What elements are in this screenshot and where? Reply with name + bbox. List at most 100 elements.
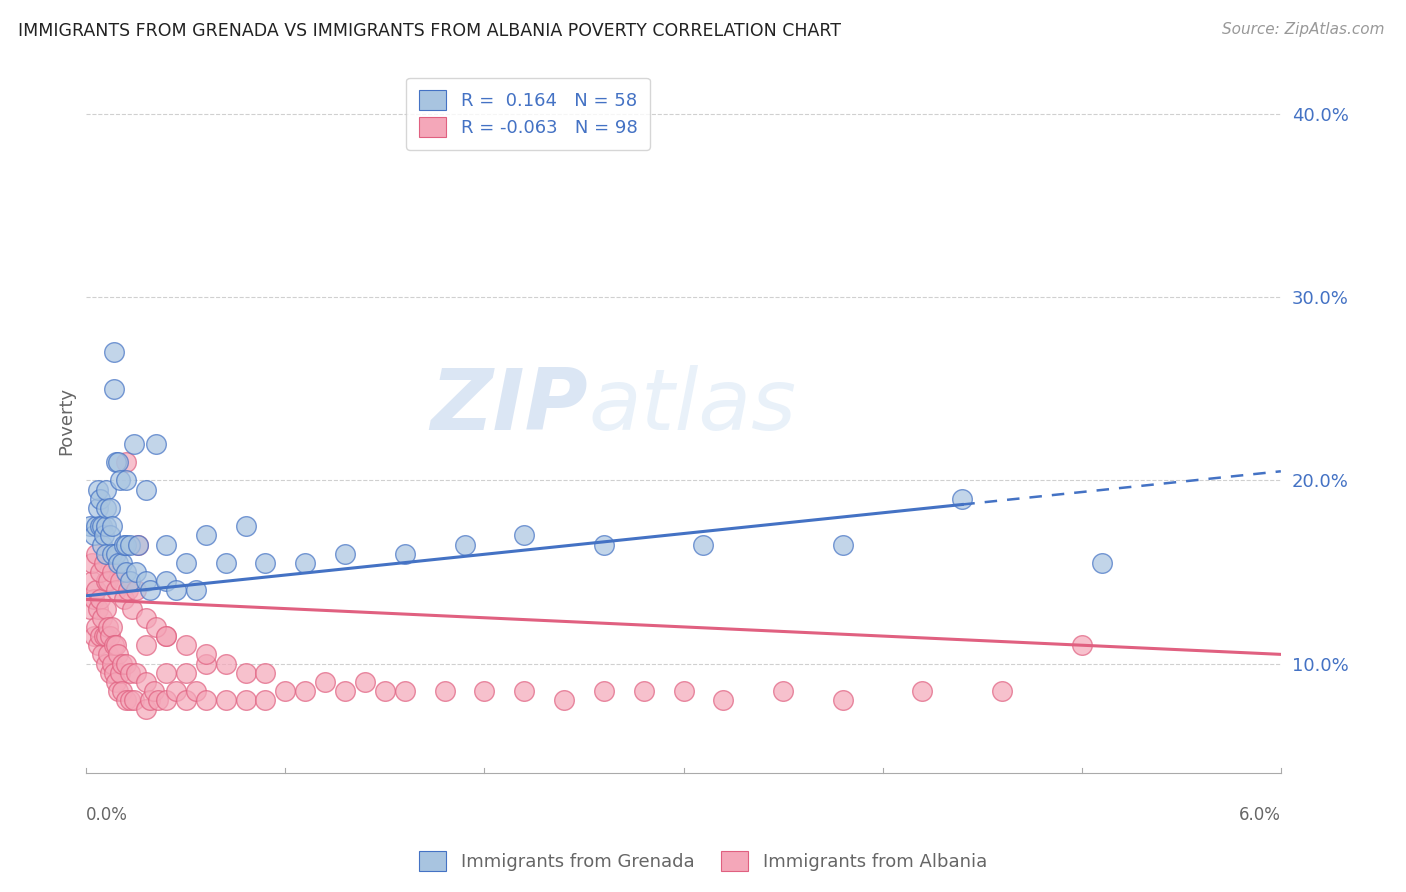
Point (98, 528, 121, 542)
Point (194, 693, 217, 707)
Point (111, 657, 134, 671)
Point (87, 638, 110, 652)
Text: 0.0%: 0.0% (86, 806, 128, 824)
Point (103, 638, 125, 652)
Point (333, 684, 356, 698)
Point (112, 592, 135, 607)
Point (433, 684, 456, 698)
Point (98, 629, 121, 643)
Point (174, 665, 197, 680)
Point (513, 684, 536, 698)
Point (165, 583, 187, 598)
Point (135, 638, 157, 652)
Point (772, 684, 794, 698)
Text: Source: ZipAtlas.com: Source: ZipAtlas.com (1222, 22, 1385, 37)
Point (93, 629, 115, 643)
Point (115, 455, 138, 469)
Point (96, 483, 118, 497)
Point (394, 684, 416, 698)
Point (97, 574, 120, 588)
Point (105, 455, 128, 469)
Point (254, 556, 277, 570)
Point (96, 629, 118, 643)
Point (89, 629, 111, 643)
Point (91, 648, 114, 662)
Point (174, 693, 197, 707)
Point (96, 500, 118, 515)
Point (115, 474, 138, 488)
Point (254, 693, 277, 707)
Point (235, 665, 257, 680)
Point (103, 345, 125, 359)
Point (83, 592, 105, 607)
Point (174, 556, 197, 570)
Text: ZIP: ZIP (430, 366, 588, 449)
Point (101, 547, 124, 561)
Point (155, 629, 177, 643)
Point (89, 565, 111, 579)
Point (83, 629, 105, 643)
Point (108, 665, 131, 680)
Point (115, 693, 138, 707)
Point (122, 437, 145, 451)
Point (111, 556, 134, 570)
Point (93, 528, 115, 542)
Point (84, 519, 107, 533)
Point (89, 592, 111, 607)
Legend: R =  0.164   N = 58, R = -0.063   N = 98: R = 0.164 N = 58, R = -0.063 N = 98 (406, 78, 650, 150)
Point (120, 693, 142, 707)
Point (87, 500, 110, 515)
Point (107, 648, 129, 662)
Point (155, 574, 177, 588)
Text: 6.0%: 6.0% (1239, 806, 1281, 824)
Point (513, 528, 536, 542)
Point (96, 657, 118, 671)
Point (115, 537, 138, 551)
Point (214, 556, 236, 570)
Point (1070, 638, 1092, 652)
Point (711, 693, 734, 707)
Point (84, 620, 107, 634)
Point (143, 684, 166, 698)
Point (911, 684, 934, 698)
Text: atlas: atlas (588, 366, 796, 449)
Legend: Immigrants from Grenada, Immigrants from Albania: Immigrants from Grenada, Immigrants from… (412, 844, 994, 879)
Point (89, 519, 111, 533)
Point (214, 693, 236, 707)
Point (194, 528, 217, 542)
Point (115, 657, 138, 671)
Point (145, 620, 167, 634)
Point (112, 537, 135, 551)
Text: IMMIGRANTS FROM GRENADA VS IMMIGRANTS FROM ALBANIA POVERTY CORRELATION CHART: IMMIGRANTS FROM GRENADA VS IMMIGRANTS FR… (18, 22, 841, 40)
Point (91, 519, 114, 533)
Point (120, 574, 142, 588)
Point (672, 684, 695, 698)
Point (553, 693, 575, 707)
Point (122, 693, 145, 707)
Point (107, 684, 129, 698)
Point (82, 556, 104, 570)
Point (120, 537, 142, 551)
Point (991, 684, 1014, 698)
Point (96, 547, 118, 561)
Point (98, 500, 121, 515)
Point (107, 455, 129, 469)
Point (135, 483, 157, 497)
Point (394, 547, 416, 561)
Point (105, 674, 128, 689)
Point (82, 574, 104, 588)
Point (117, 583, 139, 598)
Point (453, 537, 475, 551)
Point (174, 638, 197, 652)
Point (235, 519, 257, 533)
Point (374, 684, 396, 698)
Point (101, 519, 124, 533)
Point (91, 611, 114, 625)
Point (105, 583, 128, 598)
Point (111, 684, 134, 698)
Point (108, 574, 131, 588)
Point (83, 528, 105, 542)
Point (135, 574, 157, 588)
Point (101, 565, 124, 579)
Point (103, 382, 125, 396)
